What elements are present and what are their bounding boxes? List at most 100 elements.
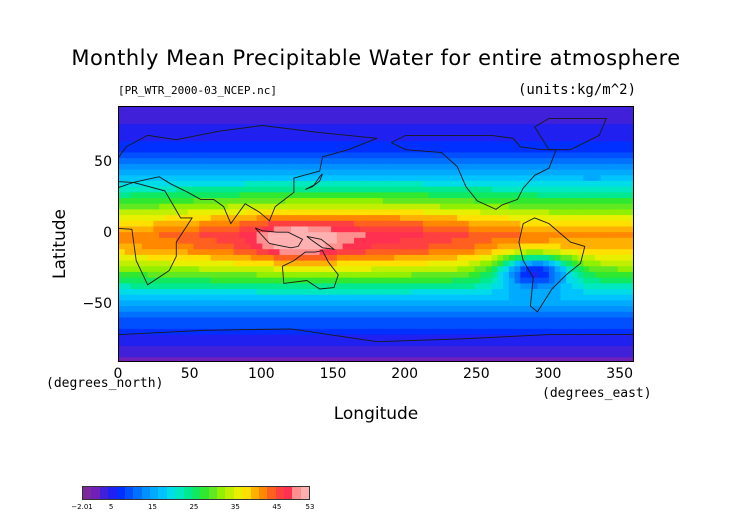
field-cell <box>468 266 476 273</box>
field-cell <box>434 323 441 330</box>
field-cell <box>354 351 361 358</box>
field-cell <box>153 254 160 262</box>
field-cell <box>268 175 275 182</box>
field-cell <box>256 220 263 228</box>
field-cell <box>222 203 229 210</box>
field-cell <box>268 254 275 262</box>
field-cell <box>617 271 625 279</box>
field-cell <box>445 254 453 262</box>
field-cell <box>245 215 252 222</box>
field-cell <box>554 124 562 131</box>
field-cell <box>262 180 269 188</box>
field-cell <box>273 254 281 262</box>
field-cell <box>170 237 177 245</box>
field-cell <box>399 112 407 119</box>
field-cell <box>491 107 498 114</box>
field-cell <box>159 340 166 347</box>
field-cell <box>268 237 275 245</box>
field-cell <box>205 306 212 313</box>
field-cell <box>468 107 476 114</box>
field-cell <box>291 283 298 290</box>
field-cell <box>417 277 424 284</box>
field-cell <box>417 249 424 256</box>
field-cell <box>612 334 619 341</box>
field-cell <box>119 345 126 353</box>
field-cell <box>629 289 633 296</box>
field-cell <box>549 203 556 210</box>
field-cell <box>222 300 229 307</box>
field-cell <box>187 169 195 176</box>
field-cell <box>508 328 516 336</box>
field-cell <box>612 203 619 210</box>
field-cell <box>468 317 476 324</box>
field-cell <box>302 129 309 137</box>
field-cell <box>497 180 504 188</box>
field-cell <box>491 124 498 131</box>
field-cell <box>629 186 633 193</box>
field-cell <box>566 300 573 307</box>
field-cell <box>279 317 286 324</box>
field-cell <box>233 277 240 284</box>
field-cell <box>348 118 355 125</box>
field-cell <box>629 277 633 284</box>
field-cell <box>256 186 263 193</box>
field-cell <box>159 203 166 210</box>
field-cell <box>623 226 630 233</box>
field-cell <box>147 124 154 131</box>
field-cell <box>485 192 493 199</box>
field-cell <box>296 152 304 159</box>
field-cell <box>600 124 607 131</box>
field-cell <box>359 328 367 336</box>
field-cell <box>130 198 137 205</box>
field-cell <box>445 198 453 205</box>
field-cell <box>612 152 619 159</box>
field-cell <box>262 289 269 296</box>
field-cell <box>560 129 567 137</box>
field-cell <box>342 277 349 284</box>
field-cell <box>159 283 166 290</box>
field-cell <box>422 323 430 330</box>
field-cell <box>205 249 212 256</box>
field-cell <box>417 237 424 245</box>
field-cell <box>136 294 143 302</box>
field-cell <box>388 152 395 159</box>
field-cell <box>537 283 544 290</box>
field-cell <box>405 152 412 159</box>
field-cell <box>571 271 579 279</box>
field-cell <box>136 271 143 279</box>
field-cell <box>566 266 573 273</box>
field-cell <box>571 243 579 250</box>
field-cell <box>549 220 556 228</box>
field-cell <box>497 328 504 336</box>
field-cell <box>485 124 493 131</box>
field-cell <box>445 289 453 296</box>
field-cell <box>497 215 504 222</box>
field-cell <box>405 345 412 353</box>
field-cell <box>130 163 137 171</box>
field-cell <box>359 311 367 319</box>
field-cell <box>457 237 464 245</box>
field-cell <box>210 266 218 273</box>
field-cell <box>600 129 607 137</box>
field-cell <box>210 260 218 267</box>
field-cell <box>296 306 304 313</box>
field-cell <box>302 209 309 216</box>
field-cell <box>463 260 470 267</box>
field-cell <box>354 334 361 341</box>
field-cell <box>480 203 487 210</box>
field-cell <box>205 203 212 210</box>
field-cell <box>130 146 137 154</box>
field-cell <box>508 340 516 347</box>
field-cell <box>164 351 172 358</box>
field-cell <box>577 266 584 273</box>
colorbar-swatch <box>225 487 234 499</box>
field-cell <box>239 129 246 137</box>
field-cell <box>560 180 567 188</box>
field-cell <box>153 328 160 336</box>
field-cell <box>359 334 367 341</box>
field-cell <box>485 260 493 267</box>
field-cell <box>440 300 447 307</box>
field-cell <box>124 289 132 296</box>
field-cell <box>571 215 579 222</box>
field-cell <box>474 289 481 296</box>
